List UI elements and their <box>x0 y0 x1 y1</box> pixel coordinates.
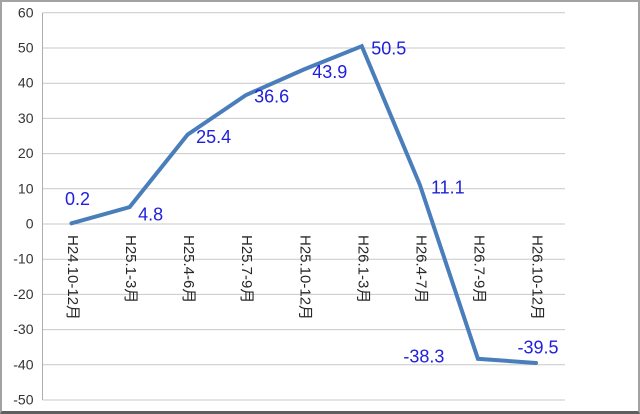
data-point-label: 4.8 <box>138 205 163 225</box>
y-tick-label: -30 <box>13 321 33 337</box>
y-tick-label: 30 <box>18 110 34 126</box>
y-tick-label: -20 <box>13 286 33 302</box>
x-category-label: H26.7-9月 <box>470 235 487 303</box>
data-point-label: -39.5 <box>517 338 558 358</box>
y-tick-label: 0 <box>26 216 34 232</box>
y-tick-label: -10 <box>13 251 33 267</box>
data-point-label: 50.5 <box>371 39 406 59</box>
data-point-label: 11.1 <box>431 177 465 197</box>
y-tick-label: -50 <box>13 392 33 408</box>
y-axis-labels: 60 50 40 30 20 10 0 -10 -20 -30 -40 -50 <box>13 4 33 407</box>
gridlines <box>42 12 565 401</box>
x-category-label: H25.10-12月 <box>296 235 313 320</box>
data-labels: 0.2 4.8 25.4 36.6 43.9 50.5 11.1 -38.3 -39.5 <box>65 39 558 367</box>
y-tick-label: 60 <box>18 4 34 20</box>
data-point-label: 43.9 <box>312 62 347 82</box>
y-tick-label: 10 <box>18 180 34 196</box>
x-category-label: H26.10-12月 <box>528 235 545 320</box>
y-tick-label: 50 <box>18 40 34 56</box>
x-category-label: H25.7-9月 <box>238 235 255 303</box>
data-point-label: -38.3 <box>403 346 444 366</box>
data-point-label: 25.4 <box>196 127 231 147</box>
x-category-label: H25.1-3月 <box>122 235 139 303</box>
data-series-line <box>69 43 538 365</box>
data-point-label: 0.2 <box>65 189 90 209</box>
x-category-label: H26.1-3月 <box>354 235 371 303</box>
y-tick-label: -40 <box>13 356 33 372</box>
x-category-label: H24.10-12月 <box>64 235 81 320</box>
x-category-label: H25.4-6月 <box>180 235 197 303</box>
data-point-label: 36.6 <box>254 87 289 107</box>
y-tick-label: 20 <box>18 145 34 161</box>
y-tick-label: 40 <box>18 75 34 91</box>
x-category-label: H26.4-7月 <box>412 235 429 303</box>
x-axis-labels: H24.10-12月 H25.1-3月 H25.4-6月 H25.7-9月 H25.10… <box>64 235 545 320</box>
